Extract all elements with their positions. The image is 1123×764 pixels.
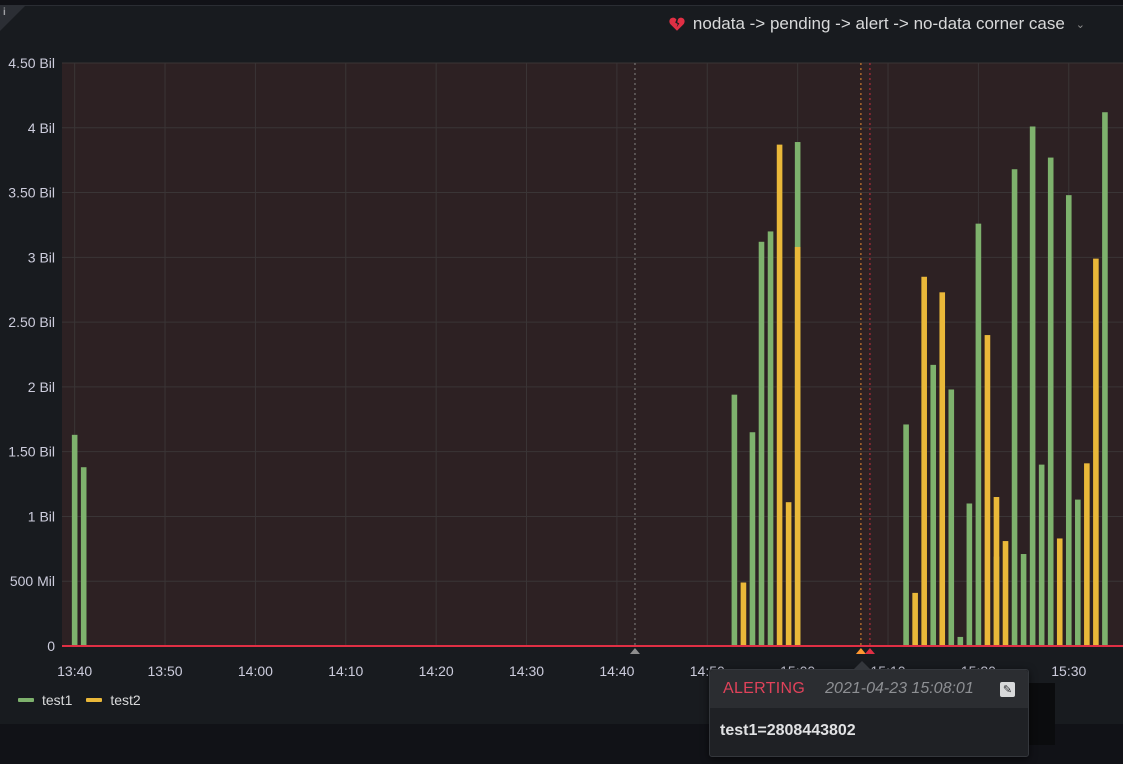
y-tick-label: 2.50 Bil bbox=[8, 314, 55, 330]
bar-test1 bbox=[1020, 554, 1027, 646]
y-tick-label: 2 Bil bbox=[28, 379, 55, 395]
bar-test1 bbox=[1075, 499, 1081, 646]
bar-test1 bbox=[1047, 157, 1054, 646]
x-tick-label: 14:20 bbox=[419, 663, 454, 679]
bar-test2 bbox=[993, 497, 1000, 646]
bar-test1 bbox=[1038, 464, 1045, 646]
legend-swatch-test1 bbox=[18, 698, 34, 702]
bar-test1 bbox=[957, 636, 964, 646]
y-tick-label: 1.50 Bil bbox=[8, 444, 55, 460]
bar-test1 bbox=[758, 241, 765, 646]
bar-test2 bbox=[740, 582, 747, 646]
bar-test2 bbox=[984, 335, 991, 646]
bar-test2 bbox=[1084, 463, 1090, 646]
legend-item-test1[interactable]: test1 bbox=[18, 692, 72, 708]
y-tick-label: 3 Bil bbox=[28, 249, 55, 265]
y-tick-label: 500 Mil bbox=[10, 573, 55, 589]
y-tick-label: 3.50 Bil bbox=[8, 185, 55, 201]
y-tick-label: 1 Bil bbox=[28, 508, 55, 524]
tooltip-state: ALERTING bbox=[723, 680, 806, 697]
x-tick-label: 13:50 bbox=[148, 663, 183, 679]
y-tick-label: 4.50 Bil bbox=[8, 55, 55, 71]
bar-test1 bbox=[731, 394, 738, 646]
annotation-marker-no_data bbox=[629, 648, 640, 654]
x-tick-label: 13:40 bbox=[57, 663, 92, 679]
legend-swatch-test2 bbox=[86, 698, 103, 702]
tooltip-body: test1=2808443802 bbox=[720, 722, 856, 739]
y-tick-label: 4 Bil bbox=[28, 120, 55, 136]
edit-icon[interactable]: ✎ bbox=[1000, 681, 1015, 697]
bar-test2 bbox=[776, 144, 783, 646]
x-tick-label: 14:00 bbox=[238, 663, 273, 679]
legend-item-test2[interactable]: test2 bbox=[86, 692, 141, 708]
bar-test2 bbox=[921, 276, 927, 646]
legend-label-test1: test1 bbox=[42, 692, 73, 708]
bar-test1 bbox=[80, 467, 87, 646]
bar-chart[interactable]: 0 500 Mil 1 Bil 1.50 Bil 2 Bil 2.50 Bil 3 Bil 3… bbox=[0, 0, 1123, 690]
x-tick-label: 14:10 bbox=[328, 663, 363, 679]
bar-test1 bbox=[903, 424, 909, 646]
y-tick-label: 0 bbox=[47, 638, 55, 654]
bar-test2 bbox=[1002, 541, 1009, 646]
bar-test1 bbox=[930, 364, 937, 646]
bar-test2 bbox=[1093, 258, 1099, 646]
bar-test2 bbox=[939, 292, 946, 646]
bar-test1 bbox=[767, 231, 774, 646]
panel-title-text: nodata -> pending -> alert -> no-data co… bbox=[692, 14, 1065, 33]
bar-test1 bbox=[1102, 112, 1108, 647]
x-tick-label: 15:30 bbox=[1051, 663, 1086, 679]
bar-test1 bbox=[1011, 169, 1018, 647]
panel-info-corner[interactable] bbox=[0, 5, 26, 31]
chevron-down-icon[interactable]: ⌄ bbox=[1075, 18, 1085, 31]
bar-test2 bbox=[785, 502, 792, 646]
legend: test1 test2 bbox=[18, 692, 141, 708]
annotation-marker-pending bbox=[855, 648, 866, 654]
bar-test1 bbox=[71, 434, 78, 646]
bar-test2 bbox=[912, 592, 918, 646]
annotation-tooltip: ALERTING 2021-04-23 15:08:01 ✎ test1=280… bbox=[709, 661, 1029, 757]
broken-heart-icon bbox=[669, 17, 685, 31]
bar-test1 bbox=[1065, 195, 1072, 646]
panel-title[interactable]: nodata -> pending -> alert -> no-data co… bbox=[668, 14, 1085, 34]
tooltip-shadow bbox=[1027, 683, 1055, 745]
bar-test1 bbox=[749, 432, 756, 646]
bar-test1 bbox=[948, 389, 955, 646]
bar-test1 bbox=[966, 503, 973, 646]
x-tick-label: 14:40 bbox=[599, 663, 634, 679]
bar-test2 bbox=[1056, 538, 1063, 646]
bar-test2 bbox=[794, 246, 801, 647]
annotation-marker-alerting bbox=[864, 648, 875, 654]
alert-threshold-region bbox=[62, 63, 1123, 646]
bar-test1 bbox=[975, 223, 982, 646]
info-icon[interactable]: i bbox=[3, 7, 6, 18]
tooltip-header: ALERTING 2021-04-23 15:08:01 ✎ bbox=[710, 670, 1028, 708]
bar-test1 bbox=[1029, 126, 1036, 646]
legend-label-test2: test2 bbox=[110, 692, 141, 708]
tooltip-time: 2021-04-23 15:08:01 bbox=[825, 680, 974, 697]
x-tick-label: 14:30 bbox=[509, 663, 544, 679]
